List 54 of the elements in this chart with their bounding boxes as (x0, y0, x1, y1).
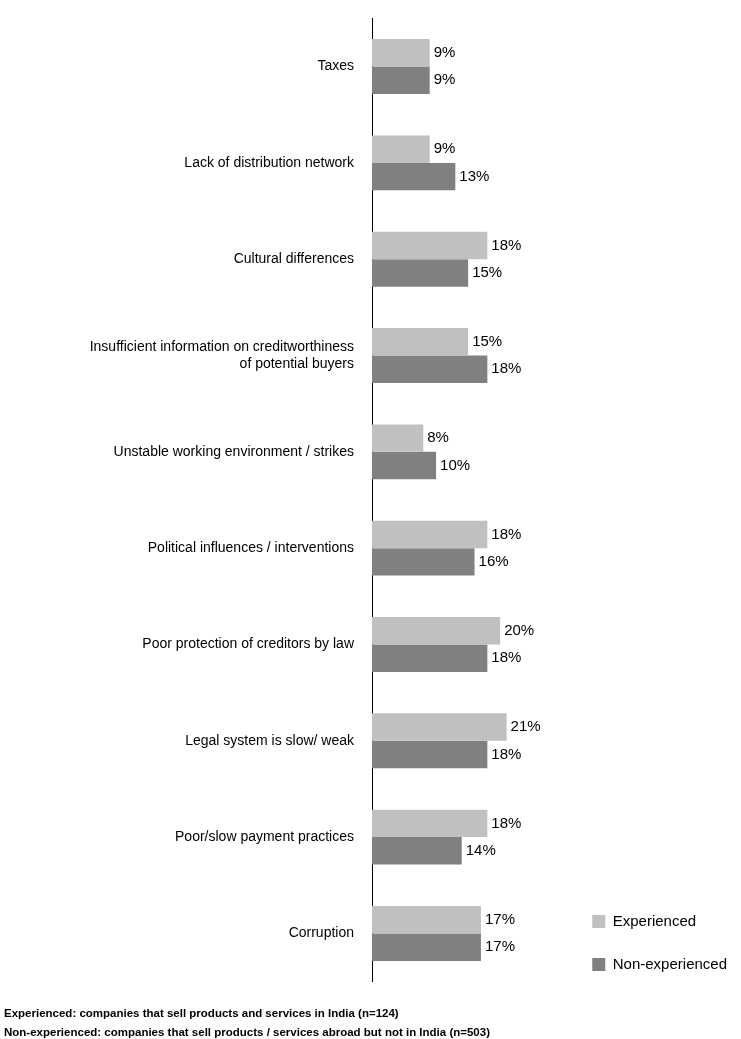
data-label: 9% (433, 42, 456, 60)
bar (372, 740, 488, 769)
y-tick-label: Legal system is slow/ weak (185, 731, 355, 748)
data-label: 8% (427, 428, 449, 446)
data-label: 15% (472, 263, 503, 281)
bar (372, 451, 437, 480)
y-tick-label: Lack of distribution network (184, 153, 355, 170)
data-label: 18% (491, 524, 522, 542)
bar (372, 837, 462, 865)
data-label: 21% (510, 717, 541, 735)
bar (372, 39, 430, 67)
bar (372, 548, 475, 576)
bar (372, 933, 481, 961)
data-label: 17% (484, 937, 515, 955)
data-label: 15% (472, 331, 503, 349)
y-tick-label: Cultural differences (233, 250, 354, 267)
bar (372, 424, 424, 452)
bar (372, 135, 430, 163)
data-label: 10% (440, 455, 471, 473)
bar (372, 231, 488, 260)
bar (372, 259, 469, 287)
data-label: 18% (491, 813, 522, 831)
bar (372, 520, 488, 549)
y-tick-label: Insufficient information on creditworthiness of potential buyers (89, 337, 354, 371)
y-tick-label: Poor protection of creditors by law (142, 635, 355, 652)
text: Experienced: companies that sell products and services in India (n=124) (4, 1006, 400, 1021)
y-tick-label: Unstable working environment / strikes (113, 442, 354, 459)
bar (372, 162, 456, 191)
data-label: 13% (459, 166, 490, 184)
bar (372, 66, 430, 95)
data-label: 18% (491, 744, 522, 762)
bar (372, 809, 488, 838)
data-label: 17% (484, 909, 515, 927)
data-label: 20% (504, 620, 535, 638)
bar (372, 355, 488, 383)
bar (372, 328, 469, 356)
y-tick-label: Political influences / interventions (147, 539, 354, 556)
y-tick-label: Taxes (317, 57, 354, 74)
y-tick-label: Poor/slow payment practices (175, 827, 354, 844)
data-label: 18% (491, 359, 522, 377)
data-label: 18% (491, 235, 522, 253)
y-tick-label: Corruption (288, 924, 354, 941)
data-label: 16% (478, 552, 509, 570)
legend-label: Experienced (612, 911, 697, 929)
legend-label: Non-experienced (612, 954, 728, 972)
bar (372, 644, 488, 672)
bar (372, 713, 507, 741)
data-label: 9% (433, 70, 456, 88)
data-label: 9% (433, 139, 456, 157)
text: Non-experienced: companies that sell products / services abroad but not in India (n=503) (4, 1025, 491, 1039)
bar (372, 617, 501, 645)
data-label: 14% (465, 840, 496, 858)
data-label: 18% (491, 648, 522, 666)
bar (372, 905, 481, 934)
